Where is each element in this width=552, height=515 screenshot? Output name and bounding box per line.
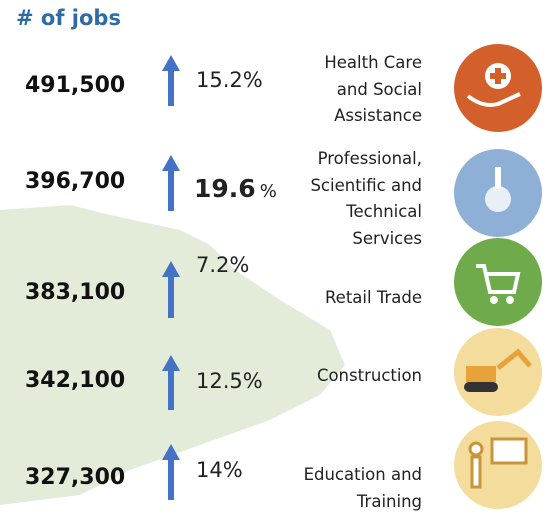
growth: 15.2% (196, 68, 263, 92)
growth-value: 19.6 (194, 174, 256, 203)
industry-icon (454, 328, 542, 416)
up-arrow (162, 261, 180, 318)
title: # of jobs (16, 6, 121, 30)
jobs-count: 383,100 (25, 280, 126, 305)
industry-label: Construction (317, 363, 422, 390)
jobs-count: 396,700 (25, 169, 126, 194)
growth: 7.2% (196, 253, 250, 277)
industry-line: Training (356, 491, 422, 511)
industry-icon (454, 44, 542, 132)
up-arrow (162, 55, 180, 106)
industry-line: Education and (303, 465, 422, 484)
growth: 14% (196, 458, 243, 482)
up-arrow (162, 155, 180, 211)
up-arrow (162, 444, 180, 500)
jobs-count: 491,500 (25, 73, 126, 98)
industry-label: Health Care and Social Assistance (324, 50, 422, 130)
industry-icon (454, 149, 542, 237)
jobs-count: 342,100 (25, 368, 126, 393)
industry-line: Retail Trade (324, 288, 422, 307)
industry-line: Technical (346, 202, 422, 221)
industry-line: Health Care (324, 53, 422, 72)
growth: 12.5% (196, 369, 263, 393)
industry-line: Scientific and (310, 175, 422, 195)
industry-line: Assistance (334, 106, 422, 125)
industry-label: Professional, Scientific and Technical Serv… (310, 146, 422, 252)
up-arrow (162, 355, 180, 410)
industry-line: Services (352, 228, 422, 248)
jobs-count: 327,300 (25, 465, 126, 490)
industry-line: and Social (336, 79, 422, 99)
industry-icon (454, 421, 542, 509)
growth-unit: % (259, 181, 277, 202)
industry-icon (454, 238, 542, 326)
industry-line: Construction (316, 366, 422, 385)
industry-label: Retail Trade (325, 285, 422, 312)
industry-line: Professional, (317, 149, 422, 168)
growth: 19.6% (194, 176, 277, 201)
industry-label: Education and Training (304, 462, 422, 515)
